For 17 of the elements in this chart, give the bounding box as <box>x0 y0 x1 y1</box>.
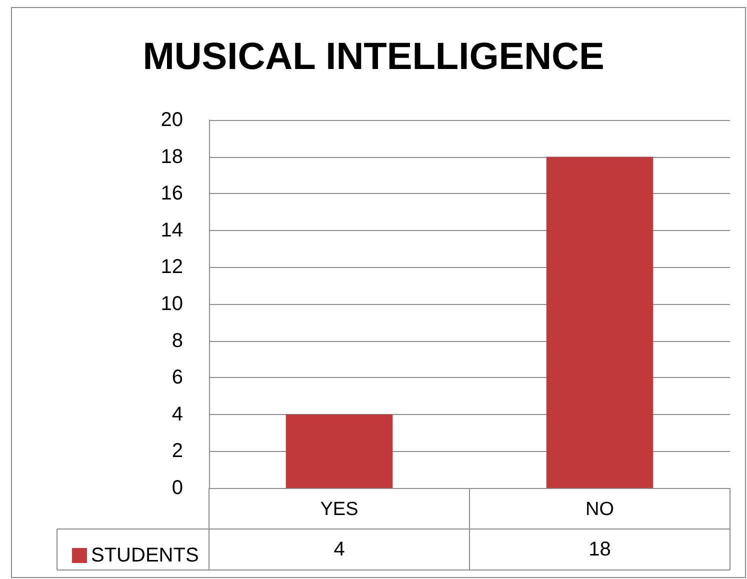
y-tick-label: 12 <box>160 256 183 278</box>
y-tick-label: 18 <box>160 146 183 168</box>
y-tick-label: 2 <box>172 440 183 462</box>
y-tick-label: 8 <box>172 330 183 352</box>
x-tick-label: NO <box>586 499 614 520</box>
chart-title: MUSICAL INTELLIGENCE <box>142 36 604 78</box>
y-tick-label: 10 <box>160 293 183 315</box>
data-label: 4 <box>334 538 345 560</box>
data-label: 18 <box>588 538 611 560</box>
y-tick-label: 20 <box>160 109 183 131</box>
y-tick-label: 6 <box>172 366 183 389</box>
legend-label: STUDENTS <box>91 544 199 566</box>
y-tick-label: 4 <box>172 403 183 426</box>
y-tick-label: 16 <box>160 182 183 205</box>
y-tick-label: 0 <box>172 477 183 499</box>
y-tick-label: 14 <box>160 219 183 242</box>
x-tick-label: YES <box>320 499 358 520</box>
